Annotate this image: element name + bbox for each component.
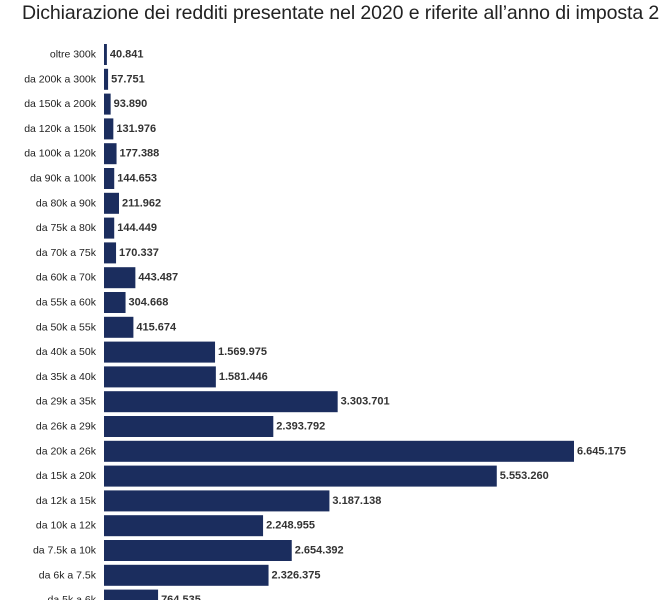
bar-row: da 40k a 50k 1.569.975: [36, 341, 267, 363]
bar[interactable]: [104, 416, 274, 437]
bar[interactable]: [104, 564, 269, 586]
value-label: 304.668: [129, 297, 169, 309]
bar-row: da 12k a 15k 3.187.138: [36, 490, 381, 512]
category-label: da 150k a 200k: [24, 98, 97, 110]
category-label: da 60k a 70k: [36, 272, 97, 284]
value-label: 2.393.792: [276, 421, 325, 433]
bar-row: da 15k a 20k 5.553.260: [36, 465, 549, 487]
bar-row: da 5k a 6k 764.535: [48, 589, 201, 600]
category-label: da 35k a 40k: [36, 371, 97, 383]
bar[interactable]: [104, 267, 136, 289]
value-label: 177.388: [120, 148, 160, 160]
bar-row: da 70k a 75k 170.337: [36, 242, 159, 264]
category-label: da 70k a 75k: [36, 247, 97, 259]
category-label: da 26k a 29k: [36, 421, 97, 433]
value-label: 40.841: [110, 49, 144, 61]
value-label: 2.326.375: [272, 569, 321, 581]
bar-row: da 60k a 70k 443.487: [36, 267, 178, 289]
bar-row: da 7.5k a 10k 2.654.392: [33, 540, 344, 561]
category-label: da 20k a 26k: [36, 445, 97, 457]
category-label: da 100k a 120k: [24, 148, 97, 160]
bar[interactable]: [104, 168, 115, 189]
value-label: 144.653: [117, 173, 157, 185]
chart-title: Dichiarazione dei redditi presentate nel…: [22, 2, 660, 24]
category-label: da 120k a 150k: [24, 123, 97, 135]
value-label: 131.976: [116, 123, 156, 135]
bar-row: da 55k a 60k 304.668: [36, 292, 168, 313]
value-label: 415.674: [136, 321, 177, 333]
bar-row: da 90k a 100k 144.653: [30, 168, 157, 189]
category-label: da 55k a 60k: [36, 297, 97, 309]
bar[interactable]: [104, 341, 216, 363]
bar[interactable]: [104, 515, 264, 537]
value-label: 5.553.260: [500, 470, 549, 482]
category-label: da 7.5k a 10k: [33, 545, 97, 557]
bar[interactable]: [104, 316, 134, 338]
bar[interactable]: [104, 93, 111, 115]
bar[interactable]: [104, 465, 497, 487]
bar-row: da 50k a 55k 415.674: [36, 316, 177, 338]
bar-row: da 200k a 300k 57.751: [24, 68, 145, 90]
value-label: 3.303.701: [341, 396, 390, 408]
bar-row: da 100k a 120k 177.388: [24, 143, 160, 165]
bar[interactable]: [104, 490, 330, 512]
value-label: 6.645.175: [577, 445, 626, 457]
value-label: 2.654.392: [295, 545, 344, 557]
bar[interactable]: [104, 68, 109, 90]
category-label: da 12k a 15k: [36, 495, 97, 507]
bar-row: da 10k a 12k 2.248.955: [36, 515, 315, 537]
value-label: 1.569.975: [218, 346, 267, 358]
value-label: 3.187.138: [332, 495, 381, 507]
bar[interactable]: [104, 440, 574, 462]
category-label: da 15k a 20k: [36, 470, 97, 482]
bar[interactable]: [104, 391, 338, 413]
value-label: 170.337: [119, 247, 159, 259]
value-label: 1.581.446: [219, 371, 268, 383]
bar-row: oltre 300k 40.841: [50, 44, 144, 65]
bar-row: da 120k a 150k 131.976: [24, 118, 156, 140]
bar[interactable]: [104, 217, 115, 239]
category-label: da 200k a 300k: [24, 73, 97, 85]
bar[interactable]: [104, 589, 159, 600]
category-label: da 90k a 100k: [30, 173, 97, 185]
category-label: da 6k a 7.5k: [39, 569, 97, 581]
value-label: 211.962: [122, 197, 161, 209]
bar-row: da 80k a 90k 211.962: [36, 192, 161, 214]
category-label: oltre 300k: [50, 49, 97, 61]
value-label: 93.890: [114, 98, 148, 110]
value-label: 443.487: [138, 272, 178, 284]
bar-row: da 75k a 80k 144.449: [36, 217, 157, 239]
category-label: da 75k a 80k: [36, 222, 97, 234]
bar[interactable]: [104, 192, 119, 214]
bar-row: da 6k a 7.5k 2.326.375: [39, 564, 321, 586]
bar-row: da 20k a 26k 6.645.175: [36, 440, 626, 462]
bar-row: da 29k a 35k 3.303.701: [36, 391, 390, 413]
category-label: da 29k a 35k: [36, 396, 97, 408]
bar[interactable]: [104, 44, 107, 65]
value-label: 144.449: [117, 222, 157, 234]
bar[interactable]: [104, 540, 292, 561]
bar[interactable]: [104, 366, 216, 388]
value-label: 764.535: [161, 594, 201, 600]
value-label: 57.751: [111, 73, 145, 85]
bar[interactable]: [104, 118, 114, 140]
bar[interactable]: [104, 292, 126, 313]
bar-row: da 35k a 40k 1.581.446: [36, 366, 268, 388]
category-label: da 5k a 6k: [48, 594, 97, 600]
bar[interactable]: [104, 242, 117, 264]
category-label: da 80k a 90k: [36, 197, 97, 209]
bar[interactable]: [104, 143, 117, 165]
category-label: da 40k a 50k: [36, 346, 97, 358]
category-label: da 50k a 55k: [36, 321, 97, 333]
bar-row: da 150k a 200k 93.890: [24, 93, 148, 115]
category-label: da 10k a 12k: [36, 520, 97, 532]
bar-row: da 26k a 29k 2.393.792: [36, 416, 325, 437]
value-label: 2.248.955: [266, 520, 315, 532]
